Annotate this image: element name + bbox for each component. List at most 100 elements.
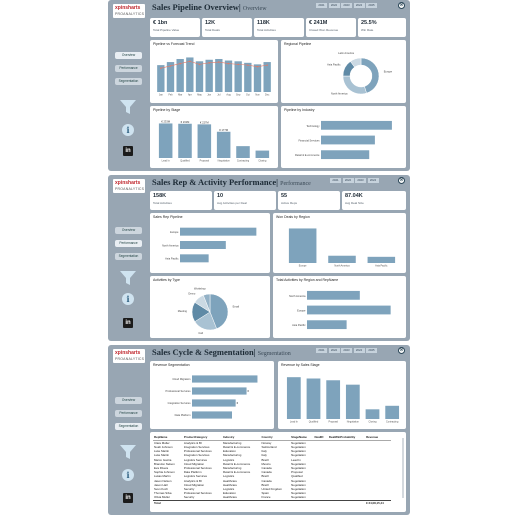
clear-filters-button[interactable]: ⊗ xyxy=(398,347,405,354)
table-row[interactable]: Luke Martin Professional Services Educatio… xyxy=(153,449,391,453)
year-button[interactable]: 2024 xyxy=(353,3,365,8)
overview-report-panel: xpinsharts PROANALYTICS Overview Perform… xyxy=(108,0,410,171)
linkedin-icon[interactable]: in xyxy=(123,493,133,503)
table-header-cell[interactable]: DealID xyxy=(313,435,328,441)
table-cell xyxy=(221,499,261,505)
table-row[interactable]: Lukas Martin Logistics Services Logistics B… xyxy=(153,474,391,478)
year-button[interactable]: 2023 xyxy=(355,178,366,183)
year-button[interactable]: 2022 xyxy=(328,348,340,353)
chart-bar xyxy=(216,131,231,158)
info-icon[interactable]: i xyxy=(122,293,134,305)
chart-tick-label: Dec xyxy=(265,94,270,97)
kpi-value: 158K xyxy=(153,193,167,199)
chart-bar xyxy=(307,305,391,315)
chart-bar xyxy=(205,59,213,92)
year-button[interactable]: 2024 xyxy=(353,348,365,353)
table-header-cell[interactable]: ProductCategory xyxy=(182,435,222,441)
year-button[interactable]: 2022 xyxy=(328,3,340,8)
chart-title: Revenue by Sales Stage xyxy=(281,363,320,367)
table-row[interactable]: Eva Rivera Professional Services Manufactu… xyxy=(153,466,391,470)
table-cell: Mexico xyxy=(261,461,271,466)
table-cell: United Kingdom xyxy=(261,487,283,492)
table-header-cell[interactable]: RepName xyxy=(153,435,183,441)
year-button[interactable]: 2025 xyxy=(366,3,377,8)
kpi-card: 10 Avg Activities per Deal xyxy=(214,191,276,210)
chart-bar xyxy=(326,380,341,419)
table-cell: Luke Martin xyxy=(154,449,170,454)
table-row[interactable]: Clara Muller Analytics & BI Manufacturing N… xyxy=(153,440,391,445)
year-button[interactable]: 2023 xyxy=(341,3,352,8)
table-row[interactable]: Jason Nelson Analytics & BI Healthcare Cana… xyxy=(153,479,391,483)
table-row[interactable]: Sophia Johnson Data Platform Retail & E-co… xyxy=(153,470,391,474)
table-row[interactable]: Brandon Nelson Cloud Migration Retail & E-… xyxy=(153,462,391,466)
brand-logo: xpinsharts PROANALYTICS xyxy=(113,4,145,18)
table-header-cell[interactable]: DealWinProbability xyxy=(327,435,366,441)
linkedin-icon[interactable]: in xyxy=(123,318,133,328)
table-scrollbar[interactable] xyxy=(402,438,404,498)
nav-overview-button[interactable]: Overview xyxy=(115,397,142,404)
filter-funnel-icon[interactable] xyxy=(120,271,136,285)
year-button[interactable]: 2025 xyxy=(366,348,377,353)
kpi-value: 118K xyxy=(257,20,270,26)
year-button[interactable]: 2022 xyxy=(342,178,354,183)
table-row[interactable]: Noah Johnson Integration Services Retail &… xyxy=(153,445,391,449)
table-row[interactable]: Jason Hall Cloud Migration Healthcare Brazi… xyxy=(153,483,391,487)
nav-segmentation-button[interactable]: Segmentation xyxy=(115,78,142,85)
chart-bar xyxy=(255,150,270,158)
nav-performance-button[interactable]: Performance xyxy=(115,240,142,247)
logo-brand-text: xpinsharts xyxy=(115,5,141,11)
kpi-value: 12K xyxy=(205,20,216,26)
table-cell: Negotiation xyxy=(291,482,306,487)
kpi-card: € 241M Closed Won Revenue xyxy=(306,18,356,37)
nav-performance-button[interactable]: Performance xyxy=(115,410,142,417)
sales-rep-pipeline-chart: Europe North America Asia Pacific xyxy=(162,227,257,263)
kpi-label: Win Rate xyxy=(361,28,374,32)
info-icon[interactable]: i xyxy=(122,124,134,136)
table-row[interactable]: Olivia Muller Security Healthcare France Neg… xyxy=(153,495,391,500)
filter-funnel-icon[interactable] xyxy=(120,100,136,114)
table-header-cell[interactable]: Industry xyxy=(221,435,261,441)
table-header-cell[interactable]: Country xyxy=(260,435,291,441)
year-button[interactable]: 2021 xyxy=(316,3,327,8)
info-icon[interactable]: i xyxy=(122,469,134,481)
table-cell: Sven Koch xyxy=(154,487,168,492)
chart-card: Sales Rep Pipeline Europe North America As… xyxy=(150,213,270,273)
chart-tick-label: Financial Services xyxy=(298,138,320,142)
year-button[interactable]: 2021 xyxy=(330,178,341,183)
chart-tick-label: Closing xyxy=(369,421,378,424)
year-button[interactable]: 2024 xyxy=(367,178,379,183)
kpi-label: Active Reps xyxy=(281,201,298,205)
table-cell: Switzerland xyxy=(261,444,277,449)
table-header-cell[interactable]: Revenue xyxy=(365,435,391,441)
table-cell: Olivia Muller xyxy=(154,495,170,500)
table-cell: Analytics & BI xyxy=(183,478,202,483)
clear-filters-button[interactable]: ⊗ xyxy=(398,2,405,9)
table-row[interactable]: Thomas Silva Professional Services Educati… xyxy=(153,491,391,495)
chart-tick-label: Feb xyxy=(168,94,173,97)
brand-logo: xpinsharts PROANALYTICS xyxy=(113,349,145,363)
table-cell: Retail & E-commerce xyxy=(222,444,251,449)
chart-title: Pipeline by Industry xyxy=(284,108,315,112)
table-cell: Analytics & BI xyxy=(183,440,202,445)
year-slicer: 2021 2022 2023 2024 2025 xyxy=(316,348,377,353)
filter-funnel-icon[interactable] xyxy=(120,445,136,459)
nav-performance-button[interactable]: Performance xyxy=(115,65,142,72)
table-cell: Integration Services xyxy=(183,453,210,458)
table-cell: Security xyxy=(183,487,195,492)
table-row[interactable]: Marco Garcia Logistics Services Logistics B… xyxy=(153,458,391,462)
nav-segmentation-button[interactable]: Segmentation xyxy=(115,253,142,260)
table-row[interactable]: Luke Martin Integration Services Manufactu… xyxy=(153,453,391,457)
chart-card: Pipeline vs Forecast Trend Jan Feb Mar Apr M… xyxy=(150,40,278,103)
year-button[interactable]: 2021 xyxy=(316,348,327,353)
year-button[interactable]: 2023 xyxy=(341,348,352,353)
chart-bar xyxy=(385,405,400,419)
chart-tick-label: Oct xyxy=(246,94,250,97)
table-row[interactable]: Sven Koch Security Logistics United Kingdom… xyxy=(153,487,391,491)
nav-overview-button[interactable]: Overview xyxy=(115,52,142,59)
clear-filters-button[interactable]: ⊗ xyxy=(398,177,405,184)
nav-overview-button[interactable]: Overview xyxy=(115,227,142,234)
table-header-cell[interactable]: StageName xyxy=(290,435,314,441)
chart-bar xyxy=(166,62,175,92)
nav-segmentation-button[interactable]: Segmentation xyxy=(115,423,142,430)
linkedin-icon[interactable]: in xyxy=(123,146,133,156)
